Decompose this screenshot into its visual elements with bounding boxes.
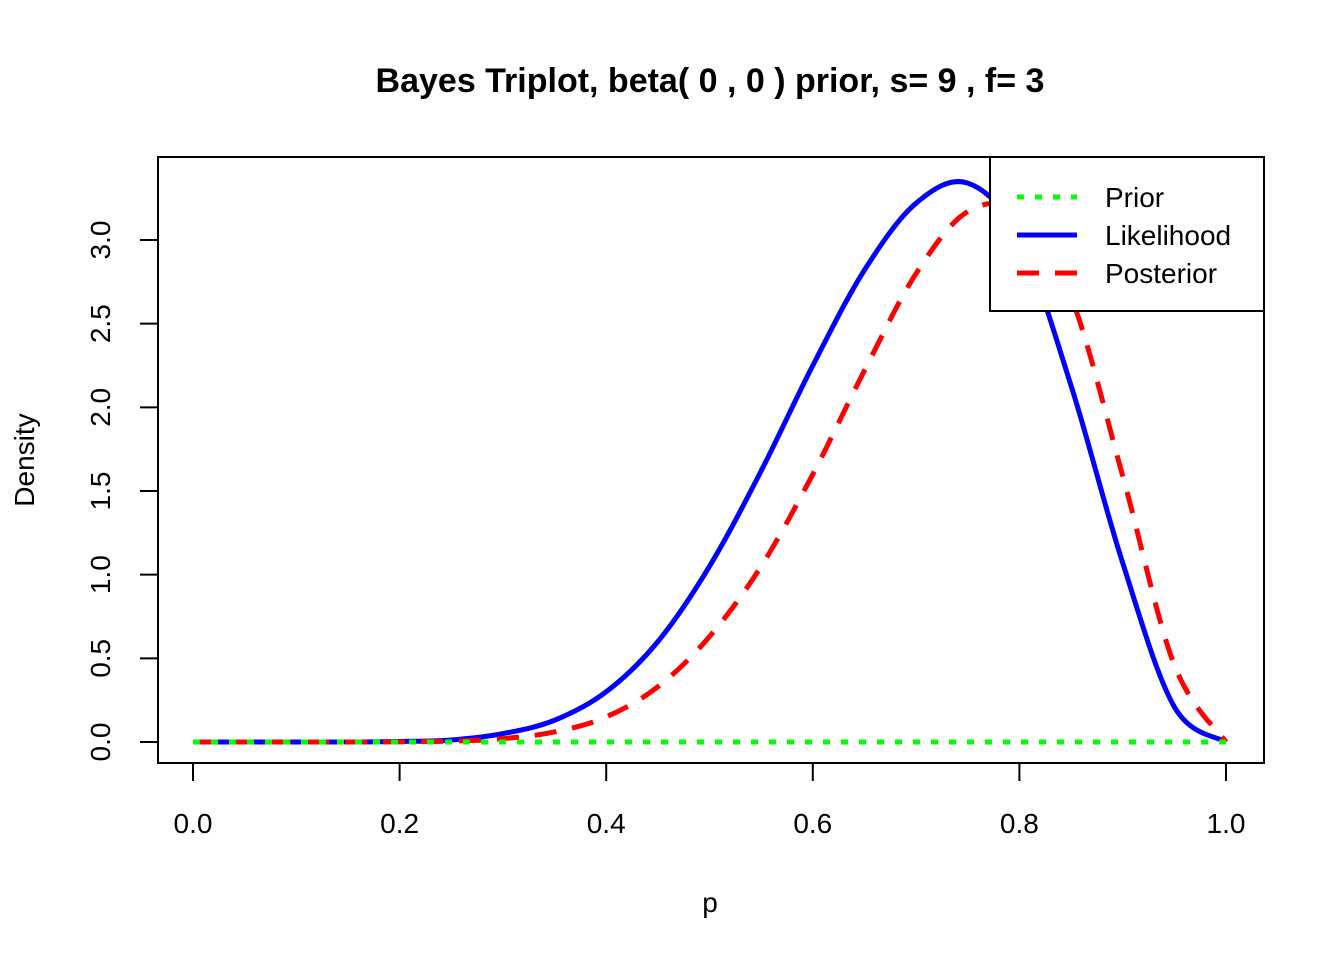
chart-title: Bayes Triplot, beta( 0 , 0 ) prior, s= 9…: [376, 62, 1045, 100]
y-axis-label: Density: [9, 413, 40, 506]
y-tick-label: 2.0: [85, 388, 116, 427]
x-tick-label: 0.6: [793, 808, 832, 839]
y-tick-label: 0.5: [85, 639, 116, 678]
series-layer: [192, 179, 1229, 745]
y-tick-label: 0.0: [85, 723, 116, 762]
x-tick-label: 0.8: [1000, 808, 1039, 839]
x-axis: 0.0 0.2 0.4 0.6 0.8 1.0: [174, 762, 1246, 839]
y-tick-label: 2.5: [85, 304, 116, 343]
x-axis-label: p: [702, 887, 718, 918]
y-axis: 0.0 0.5 1.0 1.5 2.0 2.5 3.0: [85, 221, 159, 762]
y-tick-label: 1.5: [85, 472, 116, 511]
y-tick-label: 1.0: [85, 555, 116, 594]
x-tick-label: 0.4: [587, 808, 626, 839]
x-tick-label: 0.2: [380, 808, 419, 839]
x-tick-label: 1.0: [1207, 808, 1246, 839]
x-tick-label: 0.0: [174, 808, 213, 839]
legend-label-posterior: Posterior: [1105, 258, 1217, 289]
y-tick-label: 3.0: [85, 221, 116, 260]
legend: Prior Likelihood Posterior: [989, 156, 1265, 312]
legend-label-prior: Prior: [1105, 182, 1164, 213]
legend-label-likelihood: Likelihood: [1105, 220, 1231, 251]
